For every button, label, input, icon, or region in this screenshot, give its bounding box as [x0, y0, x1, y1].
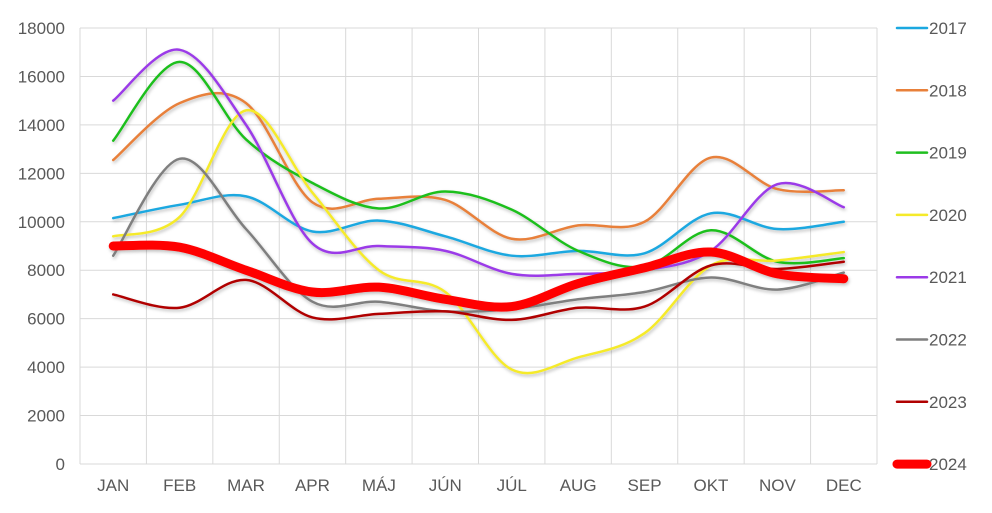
legend-label: 2017 — [929, 19, 967, 38]
series-line-2023 — [111, 260, 846, 322]
y-tick-label: 0 — [56, 455, 65, 474]
y-tick-label: 18000 — [18, 19, 65, 38]
x-tick-label: APR — [295, 476, 330, 495]
x-tick-label: OKT — [693, 476, 728, 495]
x-tick-label: AUG — [560, 476, 597, 495]
y-tick-label: 6000 — [27, 310, 65, 329]
legend-label: 2022 — [929, 331, 967, 350]
legend-label: 2020 — [929, 206, 967, 225]
y-tick-label: 12000 — [18, 164, 65, 183]
x-tick-label: NOV — [759, 476, 797, 495]
y-tick-label: 14000 — [18, 116, 65, 135]
series-line-2017 — [111, 193, 846, 258]
legend-label: 2024 — [929, 455, 967, 474]
x-tick-label: FEB — [163, 476, 196, 495]
y-tick-label: 2000 — [27, 407, 65, 426]
x-tick-label: JÚN — [429, 476, 462, 495]
legend-label: 2018 — [929, 81, 967, 100]
x-tick-label: MAR — [227, 476, 265, 495]
x-tick-label: MÁJ — [362, 476, 396, 495]
legend-label: 2023 — [929, 393, 967, 412]
y-tick-label: 8000 — [27, 261, 65, 280]
legend-label: 2019 — [929, 144, 967, 163]
x-tick-label: JÚL — [497, 476, 527, 495]
series-line-2024 — [108, 240, 849, 312]
x-tick-label: DEC — [826, 476, 862, 495]
legend-label: 2021 — [929, 268, 967, 287]
y-tick-label: 4000 — [27, 358, 65, 377]
x-tick-label: SEP — [628, 476, 662, 495]
x-tick-label: JAN — [97, 476, 129, 495]
series-line-2018 — [111, 91, 846, 241]
series-line-2019 — [111, 60, 846, 269]
y-tick-label: 16000 — [18, 67, 65, 86]
y-tick-label: 10000 — [18, 213, 65, 232]
